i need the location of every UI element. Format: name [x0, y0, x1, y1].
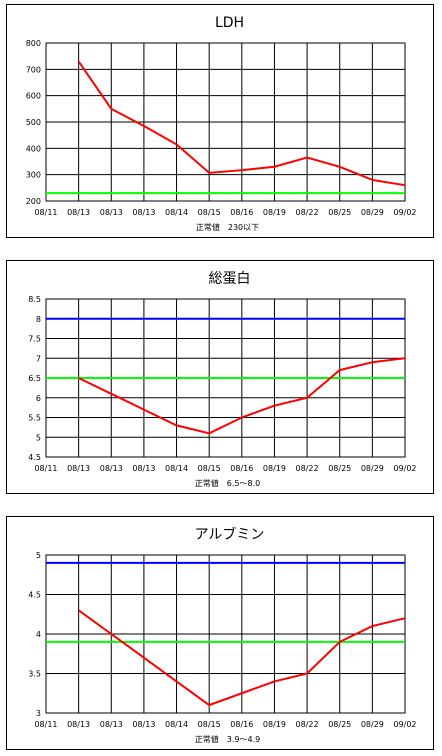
x-tick-label: 08/13 [100, 208, 123, 217]
x-tick-label: 08/14 [165, 208, 188, 217]
x-tick-label: 08/13 [100, 464, 123, 473]
y-tick-label: 5 [36, 551, 41, 560]
y-tick-label: 500 [26, 118, 41, 127]
y-tick-label: 8 [36, 315, 41, 324]
x-tick-label: 08/29 [361, 720, 384, 729]
x-tick-label: 08/19 [263, 208, 286, 217]
y-tick-label: 5 [36, 433, 41, 442]
x-tick-label: 08/15 [198, 208, 221, 217]
y-tick-label: 800 [26, 39, 41, 48]
chart-title: アルブミン [195, 526, 265, 543]
y-tick-label: 400 [26, 144, 41, 153]
plot-area-border [45, 554, 406, 714]
x-tick-label: 09/02 [393, 720, 416, 729]
y-tick-label: 6 [36, 394, 41, 403]
x-tick-label: 08/11 [34, 720, 57, 729]
y-tick-label: 4.5 [28, 591, 41, 600]
chart-title: 総蛋白 [209, 271, 251, 287]
x-tick-label: 08/13 [67, 464, 90, 473]
y-tick-label: 200 [26, 197, 41, 206]
normal-range-note: 正常値 230以下 [196, 222, 259, 232]
x-tick-label: 08/13 [132, 208, 155, 217]
x-tick-label: 08/16 [230, 720, 253, 729]
x-tick-label: 08/16 [230, 208, 253, 217]
y-tick-label: 5.5 [28, 414, 41, 423]
y-tick-label: 3.5 [28, 670, 41, 679]
x-tick-label: 08/13 [67, 720, 90, 729]
total-protein-chart: 総蛋白 8.5 8 7.5 7 6.5 6 5.5 5 4.5 08/11 08/13 08/13 08/… [28, 271, 416, 488]
ldh-chart: LDH 800 700 600 500 400 300 200 08/11 08/13 08/13 0… [26, 15, 417, 232]
x-tick-label: 09/02 [393, 208, 416, 217]
y-tick-label: 4 [36, 630, 41, 639]
albumin-chart-panel: アルブミン 5 4.5 4 3.5 3 08/11 08/13 08/13 08/13 08/14 0… [6, 516, 434, 750]
x-tick-label: 08/14 [165, 720, 188, 729]
albumin-chart: アルブミン 5 4.5 4 3.5 3 08/11 08/13 08/13 08/13 08/14 0… [28, 526, 416, 744]
x-tick-label: 08/29 [361, 208, 384, 217]
y-tick-label: 700 [26, 65, 41, 74]
y-tick-label: 7.5 [28, 335, 41, 344]
normal-range-note: 正常値 6.5～8.0 [195, 478, 260, 488]
normal-range-note: 正常値 3.9～4.9 [195, 734, 260, 744]
x-tick-label: 08/11 [34, 208, 57, 217]
y-tick-label: 3 [36, 709, 41, 718]
x-tick-label: 08/19 [263, 464, 286, 473]
x-tick-label: 08/22 [296, 464, 319, 473]
x-tick-label: 08/13 [132, 720, 155, 729]
x-tick-label: 08/15 [198, 720, 221, 729]
x-tick-label: 08/15 [198, 464, 221, 473]
x-tick-label: 08/25 [328, 208, 351, 217]
x-tick-label: 08/22 [296, 208, 319, 217]
y-tick-label: 8.5 [28, 295, 41, 304]
series-line [78, 357, 406, 435]
x-tick-label: 08/25 [328, 720, 351, 729]
y-tick-label: 4.5 [28, 453, 41, 462]
x-tick-label: 08/11 [34, 464, 57, 473]
x-tick-label: 08/25 [328, 464, 351, 473]
plot-area-border [45, 42, 406, 202]
y-tick-label: 7 [36, 354, 41, 363]
total-protein-chart-panel: 総蛋白 8.5 8 7.5 7 6.5 6 5.5 5 4.5 08/11 08/13 08/13 08/… [6, 260, 434, 494]
y-tick-label: 300 [26, 171, 41, 180]
x-tick-label: 09/02 [393, 464, 416, 473]
y-tick-label: 6.5 [28, 374, 41, 383]
y-tick-label: 600 [26, 92, 41, 101]
x-tick-label: 08/13 [67, 208, 90, 217]
x-tick-label: 08/13 [100, 720, 123, 729]
x-tick-label: 08/13 [132, 464, 155, 473]
x-tick-label: 08/19 [263, 720, 286, 729]
ldh-chart-panel: LDH 800 700 600 500 400 300 200 08/11 08/13 08/13 0… [6, 4, 434, 238]
x-tick-label: 08/16 [230, 464, 253, 473]
x-tick-label: 08/22 [296, 720, 319, 729]
chart-title: LDH [215, 15, 244, 31]
x-tick-label: 08/14 [165, 464, 188, 473]
series-line [77, 60, 406, 187]
x-tick-label: 08/29 [361, 464, 384, 473]
series-line [78, 609, 406, 707]
